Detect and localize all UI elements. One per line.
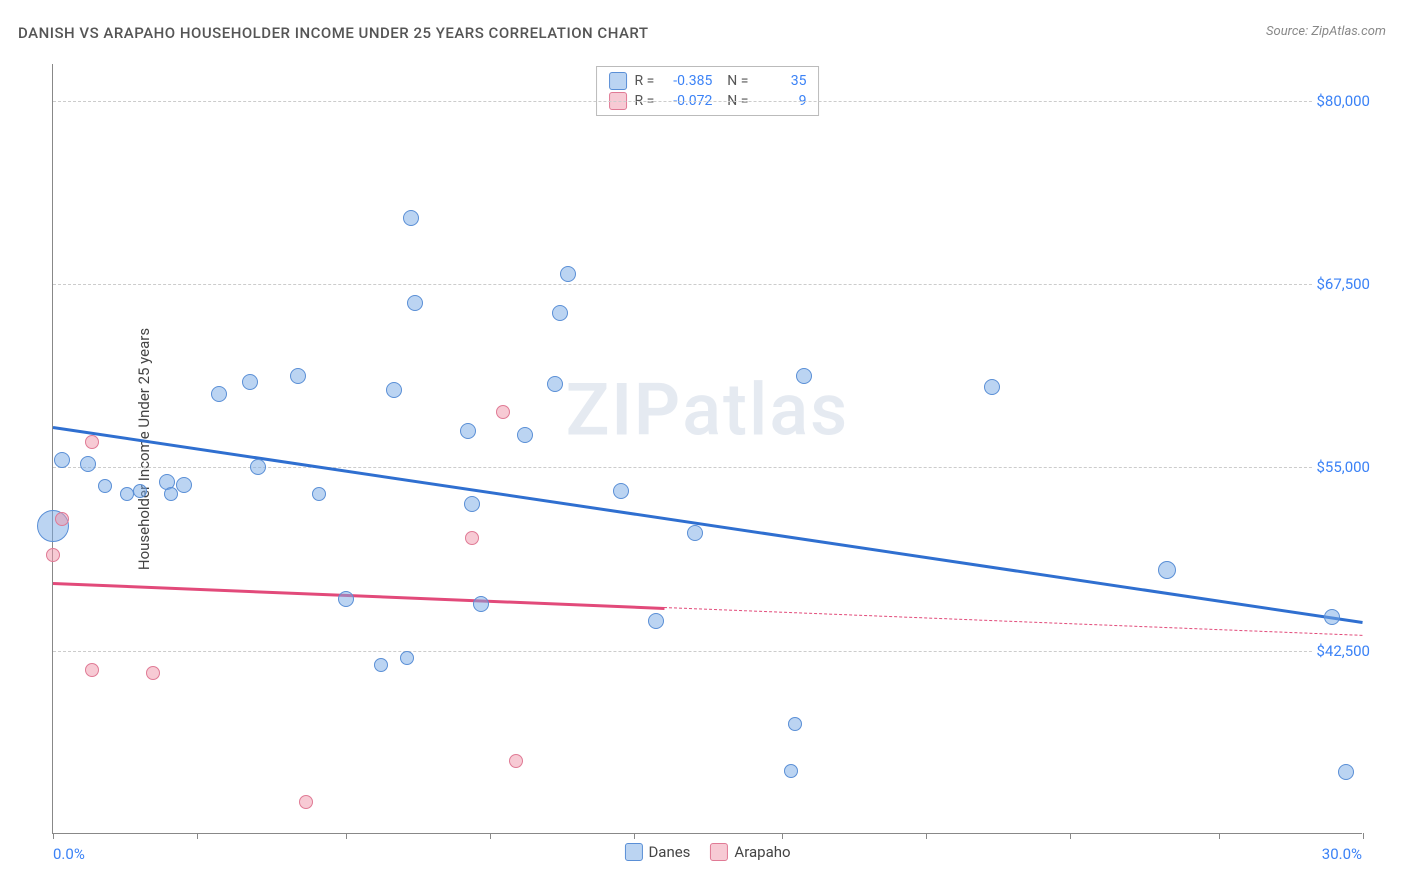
series-legend: Danes Arapaho: [624, 843, 790, 861]
correlation-legend: R = -0.385 N = 35 R = -0.072 N = 9: [596, 66, 820, 116]
x-tick: [53, 833, 54, 839]
data-point: [374, 658, 388, 672]
data-point: [98, 479, 112, 493]
data-point: [460, 423, 476, 439]
data-point: [984, 379, 1000, 395]
data-point: [299, 795, 313, 809]
data-point: [312, 487, 326, 501]
data-point: [46, 548, 60, 562]
data-point: [1324, 609, 1340, 625]
gridline: [53, 101, 1362, 102]
swatch-danes-icon: [624, 843, 642, 861]
x-tick: [1070, 833, 1071, 839]
source-attribution: Source: ZipAtlas.com: [1266, 24, 1386, 39]
legend-item-danes: Danes: [624, 843, 690, 861]
data-point: [386, 382, 402, 398]
y-tick-label: $67,500: [1312, 275, 1374, 293]
y-tick-label: $42,500: [1312, 642, 1374, 660]
x-tick: [1363, 833, 1364, 839]
x-axis-min-label: 0.0%: [53, 845, 85, 863]
data-point: [80, 456, 96, 472]
data-point: [85, 435, 99, 449]
x-tick: [782, 833, 783, 839]
data-point: [164, 487, 178, 501]
x-tick: [926, 833, 927, 839]
data-point: [1158, 561, 1176, 579]
data-point: [133, 484, 147, 498]
x-tick: [346, 833, 347, 839]
data-point: [613, 483, 629, 499]
data-point: [517, 427, 533, 443]
data-point: [496, 405, 510, 419]
data-point: [648, 613, 664, 629]
data-point: [552, 305, 568, 321]
data-point: [211, 386, 227, 402]
data-point: [784, 764, 798, 778]
x-tick: [490, 833, 491, 839]
data-point: [120, 487, 134, 501]
data-point: [290, 368, 306, 384]
trend-line: [53, 582, 664, 609]
data-point: [1338, 764, 1354, 780]
y-tick-label: $55,000: [1312, 458, 1374, 476]
data-point: [407, 295, 423, 311]
chart-title: DANISH VS ARAPAHO HOUSEHOLDER INCOME UND…: [18, 24, 649, 42]
data-point: [547, 376, 563, 392]
trend-line: [664, 607, 1363, 636]
data-point: [250, 459, 266, 475]
data-point: [176, 477, 192, 493]
x-tick: [634, 833, 635, 839]
x-axis-max-label: 30.0%: [1322, 845, 1362, 863]
data-point: [338, 591, 354, 607]
y-tick-label: $80,000: [1312, 92, 1374, 110]
data-point: [796, 368, 812, 384]
data-point: [54, 452, 70, 468]
data-point: [465, 531, 479, 545]
data-point: [403, 210, 419, 226]
data-point: [560, 266, 576, 282]
x-tick: [1219, 833, 1220, 839]
data-point: [55, 512, 69, 526]
legend-item-arapaho: Arapaho: [710, 843, 790, 861]
data-point: [687, 525, 703, 541]
chart-container: DANISH VS ARAPAHO HOUSEHOLDER INCOME UND…: [0, 0, 1406, 892]
gridline: [53, 651, 1362, 652]
data-point: [85, 663, 99, 677]
x-tick: [197, 833, 198, 839]
data-point: [473, 596, 489, 612]
gridline: [53, 284, 1362, 285]
data-point: [400, 651, 414, 665]
y-axis-title: Householder Income Under 25 years: [135, 327, 153, 569]
data-point: [242, 374, 258, 390]
trend-line: [53, 426, 1363, 624]
data-point: [146, 666, 160, 680]
legend-row-danes: R = -0.385 N = 35: [609, 71, 807, 91]
data-point: [509, 754, 523, 768]
plot-area: ZIPatlas Householder Income Under 25 yea…: [52, 64, 1362, 834]
data-point: [788, 717, 802, 731]
swatch-arapaho-icon: [710, 843, 728, 861]
data-point: [464, 496, 480, 512]
swatch-danes: [609, 72, 627, 90]
